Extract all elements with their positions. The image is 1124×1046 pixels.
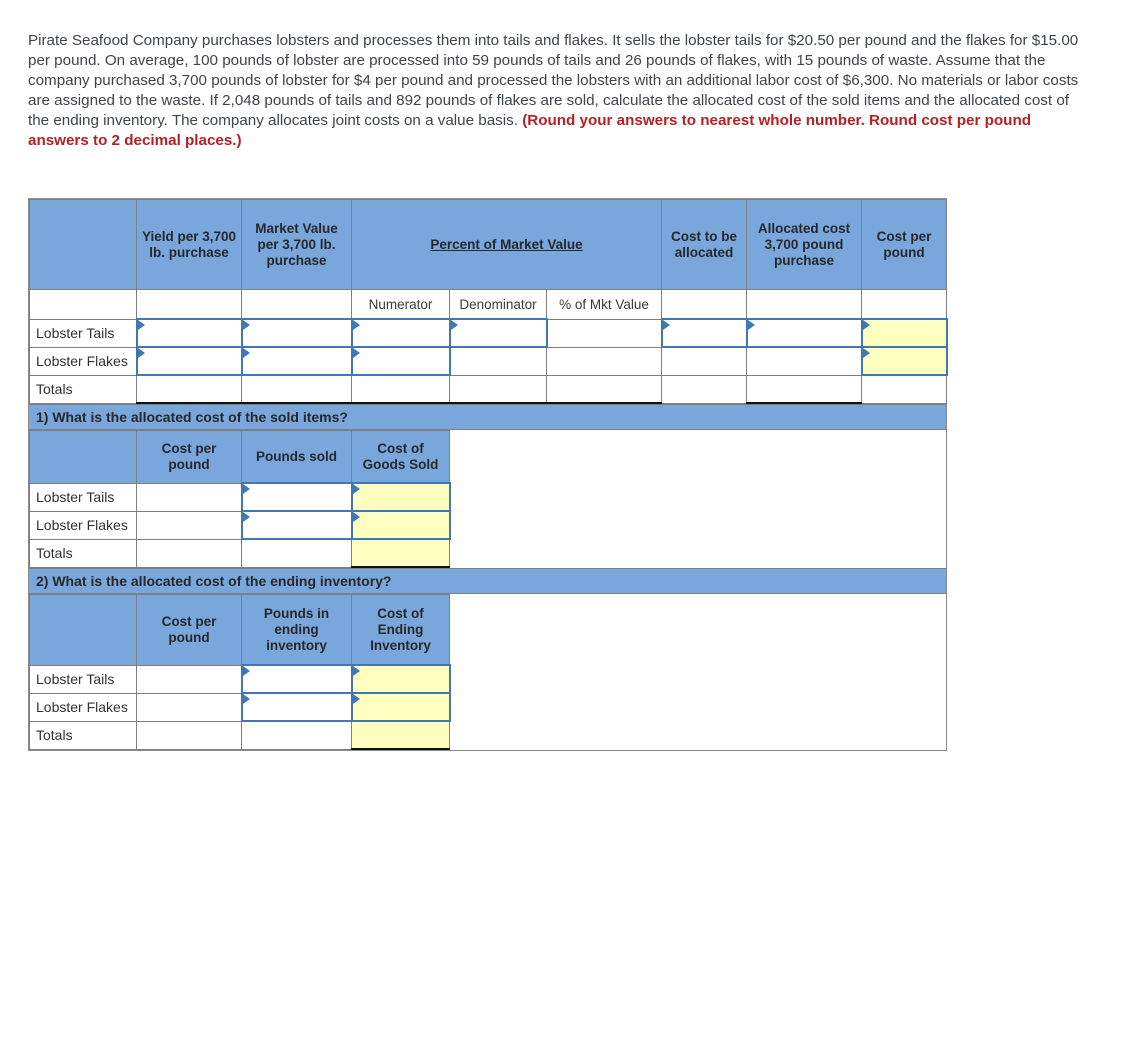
q2-row-label-tails: Lobster Tails	[29, 664, 137, 694]
q1-flakes-cost-per-pound-cell	[136, 510, 242, 540]
tails-yield-input[interactable]	[135, 318, 243, 348]
percent-of-market-value-header: Percent of Market Value	[350, 199, 663, 290]
q1-tails-pounds-sold-input[interactable]	[240, 482, 353, 512]
totals-yield-cell	[136, 374, 242, 404]
totals-pct-of-mkt-cell	[545, 374, 663, 404]
subheader-blank-ctba	[661, 289, 748, 320]
question-text: Pirate Seafood Company purchases lobster…	[28, 31, 1091, 151]
q2-totals-cost-ending-cell	[351, 720, 450, 750]
flakes-cost-to-allocate-cell	[661, 346, 748, 376]
subheader-blank-mv	[241, 289, 352, 320]
q1-cogs-header: Cost of Goods Sold	[351, 430, 450, 484]
totals-denominator-cell	[449, 374, 547, 404]
yield-header: Yield per 3,700 lb. purchase	[136, 199, 242, 290]
flakes-market-value-input[interactable]	[240, 346, 353, 376]
flakes-allocated-cost-cell	[746, 346, 863, 376]
q1-row-label-totals: Totals	[29, 538, 137, 568]
totals-allocated-cost-cell	[746, 374, 863, 404]
tails-pct-of-mkt-cell	[545, 318, 663, 348]
table-row: Totals	[29, 538, 450, 568]
q1-totals-cost-per-pound-cell	[136, 538, 242, 568]
q2-tails-cost-ending-input[interactable]	[350, 664, 451, 694]
table-row: Lobster Flakes	[29, 692, 451, 722]
q2-totals-pounds-ending-cell	[241, 720, 352, 750]
q2-flakes-cost-ending-input[interactable]	[350, 692, 451, 722]
table-row: Lobster Tails	[29, 482, 451, 512]
q1-row-label-flakes: Lobster Flakes	[29, 510, 137, 540]
q1-flakes-cogs-input[interactable]	[350, 510, 451, 540]
row-label-flakes: Lobster Flakes	[29, 346, 137, 376]
subheader-blank-alloc	[746, 289, 863, 320]
row-label-totals: Totals	[29, 374, 137, 404]
pct-of-mkt-subheader: % of Mkt Value	[545, 289, 663, 320]
numerator-subheader: Numerator	[351, 289, 450, 320]
q1-row-label-tails: Lobster Tails	[29, 482, 137, 512]
subheader-blank-label	[29, 289, 137, 320]
q1-pounds-sold-header: Pounds sold	[241, 430, 352, 484]
totals-cost-to-allocate-cell	[661, 374, 748, 404]
corner-header	[29, 199, 137, 290]
flakes-cost-per-pound-input[interactable]	[860, 346, 948, 376]
q1-totals-pounds-sold-cell	[241, 538, 352, 568]
tails-numerator-input[interactable]	[350, 318, 451, 348]
totals-market-value-cell	[241, 374, 352, 404]
tails-market-value-input[interactable]	[240, 318, 353, 348]
tails-allocated-cost-input[interactable]	[745, 318, 863, 348]
q2-totals-cost-per-pound-cell	[136, 720, 242, 750]
q1-totals-cogs-cell	[351, 538, 450, 568]
allocated-cost-header: Allocated cost 3,700 pound purchase	[746, 199, 863, 290]
q1-flakes-pounds-sold-input[interactable]	[240, 510, 353, 540]
q2-flakes-cost-per-pound-cell	[136, 692, 242, 722]
tails-denominator-input[interactable]	[448, 318, 548, 348]
totals-cost-per-pound-cell	[861, 374, 948, 404]
totals-numerator-cell	[351, 374, 450, 404]
cost-to-be-allocated-header: Cost to be allocated	[661, 199, 748, 290]
table-row: Lobster Tails	[29, 318, 948, 348]
table-row: Totals	[29, 720, 450, 750]
q2-flakes-pounds-ending-input[interactable]	[240, 692, 353, 722]
ending-inventory-table: Cost per pound Pounds in ending inventor…	[29, 594, 451, 750]
rounding-instruction: (Round your answers to nearest whole num…	[28, 112, 1032, 149]
q2-tails-pounds-ending-input[interactable]	[240, 664, 353, 694]
q2-cost-ending-header: Cost of Ending Inventory	[351, 594, 450, 666]
table-row: Lobster Flakes	[29, 346, 948, 376]
table-row: Totals	[29, 374, 948, 404]
q2-tails-cost-per-pound-cell	[136, 664, 242, 694]
subheader-blank-yield	[136, 289, 242, 320]
flakes-yield-input[interactable]	[135, 346, 243, 376]
q2-row-label-totals: Totals	[29, 720, 137, 750]
tails-cost-to-allocate-input[interactable]	[660, 318, 748, 348]
q2-pounds-ending-header: Pounds in ending inventory	[241, 594, 352, 666]
question-body: Pirate Seafood Company purchases lobster…	[28, 32, 1079, 129]
q2-row-label-flakes: Lobster Flakes	[29, 692, 137, 722]
q1-tails-cost-per-pound-cell	[136, 482, 242, 512]
q1-cost-per-pound-header: Cost per pound	[136, 430, 242, 484]
flakes-pct-of-mkt-cell	[545, 346, 663, 376]
table-row: Lobster Tails	[29, 664, 451, 694]
row-label-tails: Lobster Tails	[29, 318, 137, 348]
cost-per-pound-header: Cost per pound	[861, 199, 948, 290]
q1-corner-header	[29, 430, 137, 484]
tails-cost-per-pound-input[interactable]	[860, 318, 948, 348]
worksheet: Yield per 3,700 lb. purchase Market Valu…	[28, 198, 948, 751]
question1-banner: 1) What is the allocated cost of the sol…	[29, 404, 946, 430]
subheader-blank-cpp	[861, 289, 948, 320]
allocation-table: Yield per 3,700 lb. purchase Market Valu…	[29, 199, 948, 404]
q2-cost-per-pound-header: Cost per pound	[136, 594, 242, 666]
flakes-numerator-input[interactable]	[350, 346, 451, 376]
q2-corner-header	[29, 594, 137, 666]
table-row: Lobster Flakes	[29, 510, 451, 540]
denominator-subheader: Denominator	[449, 289, 547, 320]
q1-tails-cogs-input[interactable]	[350, 482, 451, 512]
market-value-header: Market Value per 3,700 lb. purchase	[241, 199, 352, 290]
question2-banner: 2) What is the allocated cost of the end…	[29, 568, 946, 594]
sold-items-table: Cost per pound Pounds sold Cost of Goods…	[29, 430, 451, 568]
flakes-denominator-cell	[449, 346, 547, 376]
